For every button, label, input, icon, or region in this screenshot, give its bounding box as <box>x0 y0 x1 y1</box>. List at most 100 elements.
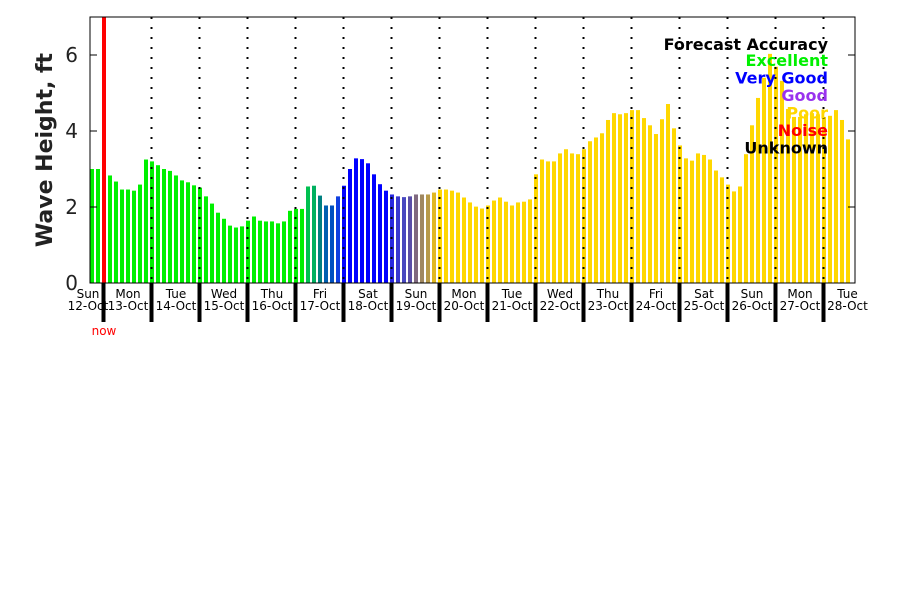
day-name-label: Tue <box>836 287 858 301</box>
legend-entry: Unknown <box>744 139 828 158</box>
bar <box>396 196 400 283</box>
bar <box>168 170 172 283</box>
date-label: 13-Oct <box>108 299 149 313</box>
date-label: 15-Oct <box>204 299 245 313</box>
bar <box>804 114 808 283</box>
bar <box>720 177 724 283</box>
bar <box>756 97 760 283</box>
bar <box>498 197 502 283</box>
bar <box>354 158 358 283</box>
bar <box>528 199 532 283</box>
bar <box>594 137 598 283</box>
bar <box>468 202 472 283</box>
x-axis: Sun12-OctMon13-OctTue14-OctWed15-OctThu1… <box>68 283 868 338</box>
bar <box>684 158 688 283</box>
bar <box>156 165 160 283</box>
bar <box>252 216 256 283</box>
day-name-label: Fri <box>313 287 327 301</box>
bar <box>750 125 754 283</box>
bar <box>744 154 748 283</box>
bar <box>678 145 682 283</box>
bar <box>642 118 646 283</box>
date-label: 22-Oct <box>540 299 581 313</box>
bar <box>282 221 286 283</box>
bar <box>768 53 772 283</box>
day-name-label: Thu <box>596 287 620 301</box>
bar <box>660 119 664 283</box>
legend-title: Forecast Accuracy <box>664 35 829 54</box>
bar <box>162 169 166 283</box>
bar <box>216 212 220 283</box>
bar <box>516 202 520 283</box>
bar <box>132 190 136 283</box>
bar <box>186 182 190 283</box>
bar <box>510 205 514 283</box>
bar <box>444 189 448 283</box>
bar <box>588 141 592 283</box>
date-label: 21-Oct <box>492 299 533 313</box>
date-label: 26-Oct <box>732 299 773 313</box>
day-name-label: Sun <box>741 287 764 301</box>
legend-entry: Very Good <box>735 69 828 88</box>
bar <box>552 161 556 283</box>
bar <box>600 133 604 283</box>
bar <box>732 191 736 283</box>
bar <box>264 221 268 283</box>
y-tick-label: 2 <box>65 195 78 219</box>
date-label: 14-Oct <box>156 299 197 313</box>
bar <box>402 197 406 283</box>
bar <box>582 149 586 283</box>
date-label: 24-Oct <box>636 299 677 313</box>
bar <box>366 163 370 283</box>
bar <box>630 110 634 283</box>
bar <box>816 114 820 283</box>
bar <box>762 77 766 283</box>
plot-frame <box>89 16 856 284</box>
date-label: 20-Oct <box>444 299 485 313</box>
bar <box>546 161 550 283</box>
bar <box>612 113 616 283</box>
bar <box>174 175 178 283</box>
bar <box>486 205 490 283</box>
bar <box>336 196 340 283</box>
bar <box>810 113 814 283</box>
day-name-label: Mon <box>115 287 140 301</box>
bar <box>96 169 100 283</box>
bar <box>126 189 130 283</box>
bar <box>270 221 274 283</box>
bar <box>456 192 460 283</box>
bar <box>462 197 466 283</box>
date-label: 17-Oct <box>300 299 341 313</box>
bar <box>828 115 832 283</box>
date-label: 28-Oct <box>827 299 868 313</box>
bar <box>696 153 700 283</box>
bar <box>414 194 418 283</box>
date-label: 16-Oct <box>252 299 293 313</box>
bar <box>522 201 526 283</box>
bar <box>120 189 124 283</box>
bar <box>786 108 790 284</box>
bar <box>234 227 238 283</box>
bar <box>504 201 508 283</box>
day-name-label: Wed <box>211 287 237 301</box>
bar <box>372 174 376 283</box>
y-tick-label: 6 <box>65 43 78 67</box>
bar <box>672 128 676 283</box>
bar <box>228 225 232 283</box>
bar <box>624 113 628 283</box>
bar <box>576 154 580 283</box>
day-name-label: Sun <box>77 287 100 301</box>
bar <box>342 185 346 283</box>
bar <box>708 159 712 283</box>
bar <box>108 175 112 283</box>
bar <box>222 218 226 283</box>
bar <box>150 161 154 283</box>
bar <box>438 189 442 283</box>
day-name-label: Tue <box>501 287 523 301</box>
bar <box>834 110 838 283</box>
bar <box>144 159 148 283</box>
bar <box>432 192 436 283</box>
bar <box>192 185 196 283</box>
day-name-label: Wed <box>547 287 573 301</box>
